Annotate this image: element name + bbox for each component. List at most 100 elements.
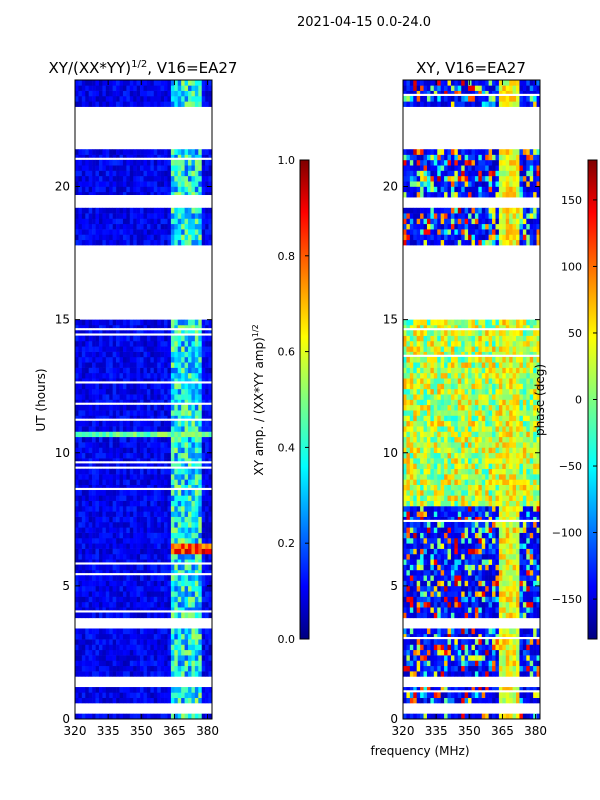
- heatmap-cell: [526, 553, 531, 560]
- heatmap-cell: [464, 569, 469, 576]
- heatmap-cell: [167, 543, 172, 549]
- heatmap-cell: [502, 559, 507, 565]
- heatmap-cell: [177, 346, 182, 352]
- heatmap-cell: [119, 447, 124, 454]
- heatmap-cell: [191, 511, 196, 517]
- heatmap-cell: [105, 90, 110, 97]
- heatmap-cell: [444, 596, 448, 603]
- heatmap-cell: [140, 474, 144, 480]
- heatmap-cell: [102, 340, 107, 347]
- heatmap-cell: [150, 452, 155, 459]
- heatmap-cell: [198, 521, 203, 528]
- heatmap-cell: [516, 713, 520, 720]
- heatmap-cell: [471, 521, 476, 528]
- heatmap-cell: [174, 585, 179, 592]
- heatmap-cell: [174, 186, 179, 193]
- heatmap-cell: [194, 644, 199, 651]
- heatmap-cell: [133, 223, 137, 230]
- heatmap-cell: [440, 511, 445, 517]
- heatmap-cell: [78, 452, 83, 459]
- heatmap-cell: [170, 649, 175, 656]
- heatmap-cell: [150, 601, 155, 608]
- heatmap-cell: [153, 181, 158, 187]
- heatmap-cell: [98, 591, 103, 597]
- heatmap-cell: [116, 474, 120, 480]
- heatmap-cell: [205, 95, 209, 102]
- heatmap-cell: [129, 468, 134, 475]
- heatmap-cell: [509, 569, 513, 576]
- heatmap-cell: [143, 239, 148, 246]
- heatmap-cell: [136, 596, 141, 603]
- heatmap-cell: [78, 90, 83, 97]
- heatmap-cell: [450, 612, 455, 619]
- heatmap-cell: [81, 191, 86, 196]
- heatmap-cell: [201, 591, 206, 597]
- heatmap-cell: [512, 521, 517, 528]
- heatmap-cell: [164, 692, 168, 699]
- heatmap-cell: [423, 527, 428, 533]
- heatmap-cell: [474, 633, 479, 637]
- heatmap-cell: [526, 633, 531, 637]
- heatmap-cell: [420, 687, 424, 691]
- heatmap-cell: [92, 154, 96, 158]
- heatmap-cell: [433, 660, 438, 667]
- heatmap-cell: [177, 442, 182, 448]
- heatmap-cell: [112, 330, 117, 334]
- heatmap-cell: [95, 569, 100, 574]
- heatmap-cell: [464, 671, 469, 677]
- heatmap-cell: [102, 80, 107, 86]
- heatmap-cell: [81, 404, 86, 411]
- heatmap-cell: [88, 191, 93, 196]
- heatmap-cell: [122, 319, 127, 326]
- heatmap-cell: [143, 159, 148, 166]
- heatmap-cell: [153, 521, 158, 528]
- heatmap-cell: [109, 85, 113, 91]
- heatmap-cell: [143, 319, 148, 326]
- heatmap-cell: [98, 468, 103, 475]
- heatmap-cell: [157, 601, 161, 608]
- heatmap-cell: [164, 665, 168, 672]
- heatmap-cell: [150, 335, 155, 342]
- heatmap-cell: [92, 596, 96, 603]
- heatmap-cell: [529, 521, 534, 528]
- heatmap-cell: [519, 575, 524, 581]
- heatmap-cell: [75, 218, 79, 225]
- heatmap-cell: [150, 458, 155, 462]
- heatmap-cell: [533, 639, 537, 645]
- heatmap-cell: [126, 649, 131, 656]
- heatmap-cell: [474, 591, 479, 597]
- heatmap-cell: [102, 442, 107, 448]
- heatmap-cell: [194, 612, 199, 619]
- heatmap-cell: [92, 532, 96, 539]
- heatmap-cell: [423, 559, 428, 565]
- heatmap-cell: [105, 553, 110, 560]
- heatmap-cell: [133, 575, 137, 581]
- heatmap-cell: [143, 564, 148, 571]
- heatmap-cell: [529, 644, 534, 651]
- heatmap-cell: [81, 165, 86, 171]
- heatmap-cell: [416, 564, 421, 571]
- heatmap-cell: [122, 410, 127, 416]
- heatmap-cell: [437, 665, 441, 672]
- heatmap-cell: [119, 607, 124, 611]
- heatmap-cell: [95, 447, 100, 454]
- heatmap-cell: [136, 80, 141, 86]
- heatmap-cell: [413, 569, 417, 576]
- heatmap-cell: [450, 655, 455, 661]
- heatmap-cell: [454, 559, 459, 565]
- heatmap-cell: [112, 186, 117, 193]
- heatmap-cell: [143, 95, 148, 102]
- heatmap-cell: [198, 207, 203, 214]
- heatmap-cell: [133, 431, 137, 438]
- heatmap-cell: [201, 697, 206, 704]
- heatmap-cell: [164, 655, 168, 661]
- heatmap-cell: [78, 436, 83, 443]
- heatmap-cell: [140, 468, 144, 475]
- heatmap-cell: [167, 101, 172, 107]
- heatmap-cell: [143, 612, 148, 619]
- heatmap-cell: [447, 660, 452, 667]
- heatmap-cell: [440, 543, 445, 549]
- heatmap-cell: [426, 671, 431, 677]
- heatmap-cell: [112, 170, 117, 177]
- heatmap-cell: [126, 378, 131, 382]
